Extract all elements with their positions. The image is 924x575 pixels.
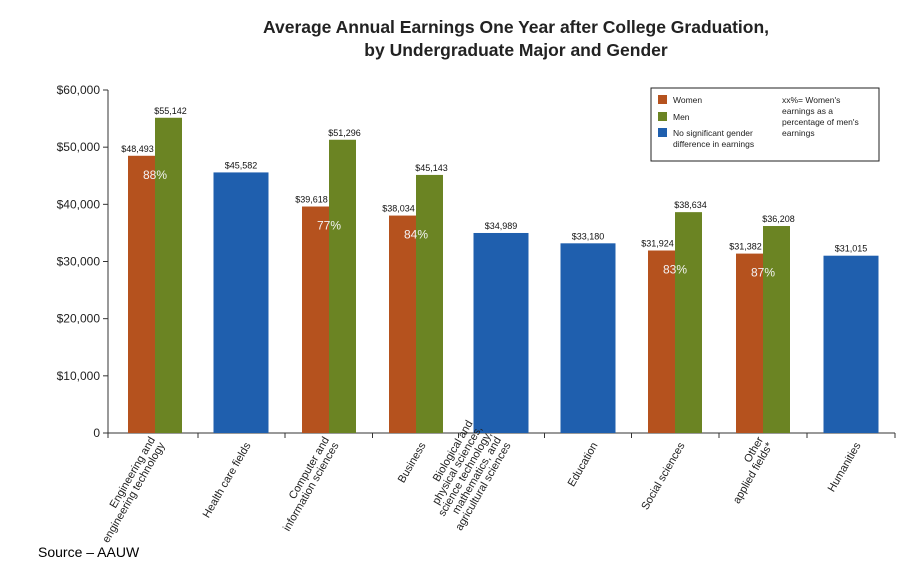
bar-men [329, 139, 356, 433]
y-tick-label: $30,000 [57, 255, 101, 269]
bar-men [763, 226, 790, 433]
percentage-label: 84% [404, 228, 428, 242]
bar-value-label-women: $38,034 [382, 204, 415, 214]
category-label-line: Business [396, 440, 429, 485]
category-label: Humanities [826, 440, 864, 494]
chart-title-line: by Undergraduate Major and Gender [364, 40, 668, 60]
bar-women [648, 250, 675, 433]
category-label-line: Health care fields [201, 440, 254, 520]
bar-value-label-men: $45,143 [415, 163, 448, 173]
y-tick-label: $20,000 [57, 312, 101, 326]
y-tick-label: $40,000 [57, 197, 101, 211]
percentage-label: 83% [663, 263, 687, 277]
bar-women [389, 215, 416, 433]
y-tick-label: $50,000 [57, 140, 101, 154]
bar-value-label: $45,582 [225, 160, 258, 170]
chart-title: Average Annual Earnings One Year after C… [263, 17, 769, 60]
bar-value-label-women: $39,618 [295, 195, 328, 205]
category-label-line: Education [566, 441, 601, 489]
source-note: Source – AAUW [38, 544, 140, 560]
percentage-label: 87% [751, 266, 775, 280]
category-label: Business [396, 440, 429, 485]
legend-note-line: earnings as a [782, 106, 833, 116]
bar-women [128, 155, 155, 433]
bar-value-label: $33,180 [572, 231, 605, 241]
chart-legend: Women Men No significant genderdifference … [650, 87, 880, 162]
bar-value-label-men: $55,142 [154, 106, 187, 116]
bar-value-label-men: $36,208 [762, 214, 795, 224]
category-label: Education [566, 441, 601, 489]
bar-value-label-men: $38,634 [674, 200, 707, 210]
y-tick-label: $10,000 [57, 369, 101, 383]
legend-swatch-no-difference [658, 128, 667, 137]
category-label-line: Social sciences [639, 440, 688, 512]
bar-men [675, 212, 702, 433]
bar-no-difference [473, 232, 529, 433]
legend-swatch-women [658, 95, 667, 104]
bar-value-label: $31,015 [835, 244, 868, 254]
percentage-label: 77% [317, 219, 341, 233]
legend-label: Women [673, 95, 702, 105]
category-label: Health care fields [201, 440, 254, 520]
legend-swatch-men [658, 112, 667, 121]
percentage-label: 88% [143, 168, 167, 182]
bar-no-difference [213, 172, 269, 433]
legend-label-line: difference in earnings [673, 139, 754, 149]
legend-label-line: No significant gender [673, 128, 753, 138]
bar-value-label: $34,989 [485, 221, 518, 231]
bar-value-label-women: $31,924 [641, 239, 674, 249]
bar-value-label-men: $51,296 [328, 128, 361, 138]
category-label-line: Humanities [826, 440, 864, 494]
bar-no-difference [560, 243, 616, 433]
legend-note-line: earnings [782, 128, 815, 138]
legend-note-line: xx%= Women's [782, 95, 840, 105]
bar-value-label-women: $48,493 [121, 144, 154, 154]
bar-women [302, 206, 329, 433]
bar-women [736, 253, 763, 433]
bar-men [416, 174, 443, 434]
bar-no-difference [823, 255, 879, 433]
legend-note-line: percentage of men's [782, 117, 859, 127]
chart-bars [128, 117, 879, 434]
category-label-line: engineering technology [100, 440, 168, 545]
chart-title-line: Average Annual Earnings One Year after C… [263, 17, 769, 37]
bar-men [155, 117, 182, 433]
legend-label: Men [673, 112, 690, 122]
bar-value-label-women: $31,382 [729, 242, 762, 252]
category-label: Social sciences [639, 440, 688, 512]
chart-axes: 0 $10,000 $20,000 $30,000 $40,000 $50,000 $60,… [57, 83, 896, 440]
legend-box [650, 87, 880, 162]
y-tick-label: $60,000 [57, 83, 101, 97]
y-tick-label: 0 [93, 426, 100, 440]
